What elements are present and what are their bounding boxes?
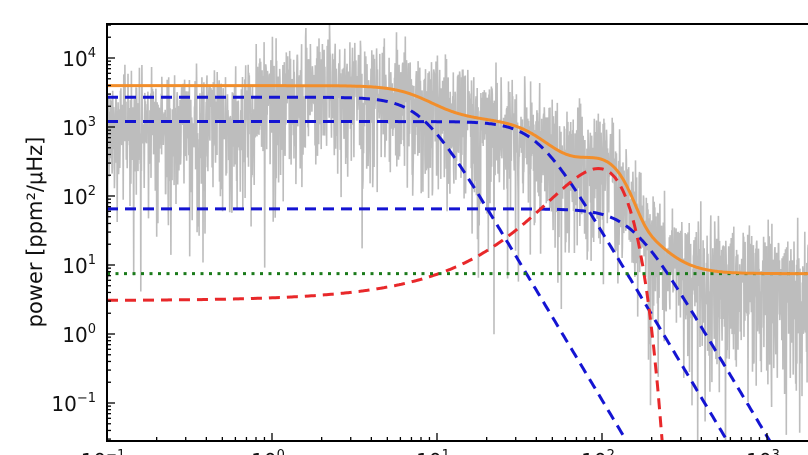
- x-tick-label: 101: [416, 448, 450, 455]
- y-tick-label: 100: [62, 322, 96, 347]
- power-spectrum-line: [107, 24, 808, 441]
- total-model-curve: [107, 84, 808, 276]
- x-tick-label: 100: [251, 448, 285, 455]
- y-tick-label: 104: [62, 46, 96, 71]
- x-tick-label: 102: [581, 448, 615, 455]
- axis-ticks: [106, 24, 768, 441]
- y-tick-label: 103: [62, 115, 96, 140]
- x-tick-labels: 10−1 100 101 102 103: [81, 448, 780, 455]
- y-tick-labels: 104 103 102 101 100 10−1: [51, 46, 96, 416]
- y-tick-label: 10−1: [51, 391, 96, 416]
- granulation-2-curve: [107, 120, 730, 441]
- y-axis-label: power [ppm²/μHz]: [23, 137, 47, 328]
- plot-area: [107, 24, 808, 441]
- x-tick-label: 10−1: [81, 448, 126, 455]
- y-tick-label: 102: [62, 184, 96, 209]
- granulation-3-curve: [107, 207, 772, 441]
- y-tick-label: 101: [62, 253, 96, 278]
- x-tick-label: 103: [746, 448, 780, 455]
